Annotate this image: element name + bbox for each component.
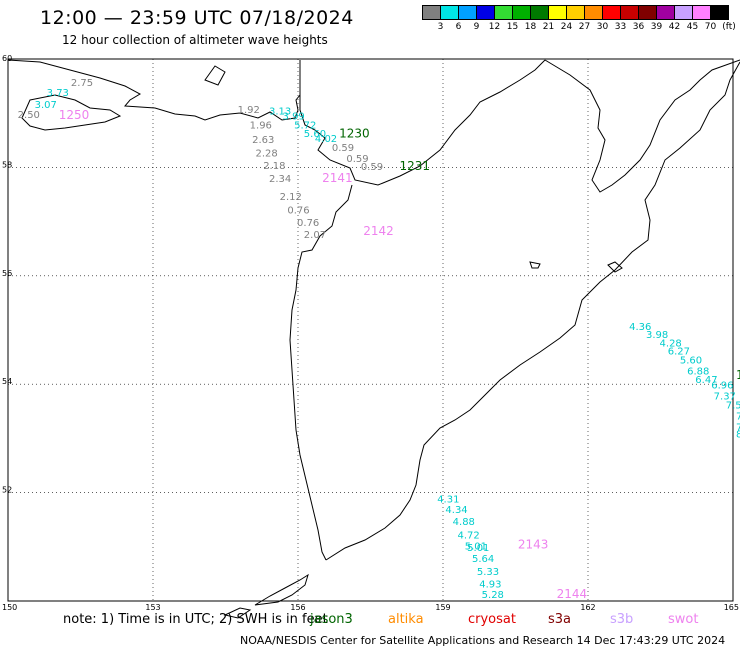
pass-time-label: 1231 [400, 159, 431, 173]
wave-height-label: 2.75 [71, 78, 93, 89]
wave-height-label: 2.63 [252, 135, 274, 146]
colorbar-label: 24 [560, 22, 573, 32]
wave-height-label: 4.34 [445, 505, 467, 516]
wave-height-label: 7.4 [736, 422, 740, 433]
colorbar-unit: (ft) [722, 22, 736, 32]
wave-height-label: 3.13 [269, 106, 291, 117]
lat-tick-label: 60 [2, 54, 12, 63]
wave-height-label: 6.88 [687, 366, 709, 377]
pass-time-label: 1230 [339, 127, 370, 141]
pass-time-label: 2142 [363, 224, 394, 238]
pass-time-label: 1250 [59, 108, 90, 122]
axis-ticks: 150 153 156 159 162 165 60 58 56 54 52 [2, 54, 739, 612]
wave-height-label: 4.31 [437, 494, 459, 505]
wave-height-label: 5.01 [465, 542, 487, 553]
wave-height-label: 1.96 [250, 120, 272, 131]
wave-height-label: 3.73 [47, 88, 69, 99]
wave-height-label: 6.27 [668, 346, 690, 357]
colorbar-label: 3 [437, 22, 444, 32]
lon-tick-label: 165 [724, 603, 739, 612]
wave-height-label: 2.18 [263, 161, 285, 172]
colorbar-label: 27 [578, 22, 591, 32]
wave-height-label: 7.16 [736, 411, 740, 422]
pass-time-label: 2143 [518, 537, 549, 551]
map-subtitle: 12 hour collection of altimeter wave hei… [62, 33, 328, 47]
satellite-legend-item: jason3 [310, 612, 353, 627]
satellite-legend-item: swot [668, 612, 699, 627]
lon-tick-label: 156 [290, 603, 305, 612]
wave-height-label: 5.60 [680, 356, 702, 367]
lat-tick-label: 58 [2, 160, 12, 169]
colorbar-label: 33 [614, 22, 627, 32]
wave-height-label: 2.12 [280, 192, 302, 203]
wave-height-label: 7.50 [726, 401, 740, 412]
wave-height-label: 3.99 [283, 112, 305, 123]
wave-height-label: 5.64 [472, 554, 494, 565]
wave-height-label: 0.76 [297, 218, 319, 229]
wave-height-label: 5.28 [482, 590, 504, 601]
colorbar-label: 21 [542, 22, 555, 32]
wave-height-label: 5.01 [467, 543, 489, 554]
wave-height-label: 4.88 [453, 517, 475, 528]
wave-height-label: 0.59 [332, 143, 354, 154]
colorbar-label: 18 [524, 22, 537, 32]
colorbar-label: 39 [650, 22, 663, 32]
wave-height-label: 5.33 [477, 567, 499, 578]
satellite-legend-item: altika [388, 612, 424, 627]
altimeter-observations: 2.753.733.072.50 1250 1.92 3.133.995.725.60… [18, 78, 740, 601]
wave-height-label: 8 [736, 429, 740, 440]
colorbar-label: 9 [473, 22, 480, 32]
colorbar-swatch [710, 5, 729, 20]
colorbar-label: 15 [506, 22, 519, 32]
wave-height-label: 3.07 [35, 100, 57, 111]
colorbar-label: 45 [686, 22, 699, 32]
wave-height-label: 4.02 [315, 134, 337, 145]
lat-tick-label: 54 [2, 377, 12, 386]
wave-height-label: 5.60 [304, 129, 326, 140]
credit-line: NOAA/NESDIS Center for Satellite Applica… [240, 634, 726, 647]
wave-height-label: 2.07 [304, 230, 326, 241]
satellite-legend-item: s3b [610, 612, 634, 627]
lat-tick-label: 56 [2, 269, 12, 278]
satellite-legend-item: cryosat [468, 612, 516, 627]
wave-height-label: 1.92 [238, 105, 260, 116]
wave-height-label: 7.37 [714, 391, 736, 402]
wave-height-label: 6.47 [695, 375, 717, 386]
colorbar-label: 70 [704, 22, 717, 32]
colorbar-label: 42 [668, 22, 681, 32]
pass-time-label: 2144 [557, 587, 588, 601]
colorbar-label: 30 [596, 22, 609, 32]
wave-height-label: 4.72 [458, 531, 480, 542]
map-frame [7, 58, 734, 602]
pass-time-label: 1232 [736, 368, 740, 382]
coastline [7, 59, 740, 619]
footer-note: note: 1) Time is in UTC; 2) SWH is in fe… [63, 612, 328, 627]
lon-tick-label: 159 [435, 603, 450, 612]
wave-height-label: 5.72 [294, 120, 316, 131]
graticule [7, 58, 734, 602]
colorbar-label: 6 [455, 22, 462, 32]
wave-height-label: 2.50 [18, 110, 40, 121]
wave-height-label: 0.59 [361, 162, 383, 173]
satellite-legend-item: s3a [548, 612, 572, 627]
colorbar-label: 12 [488, 22, 501, 32]
lat-tick-label: 52 [2, 486, 12, 495]
wave-height-label: 2.34 [269, 174, 291, 185]
wave-height-label: 6.96 [711, 381, 733, 392]
wave-height-label: 4.93 [479, 579, 501, 590]
lon-tick-label: 162 [580, 603, 595, 612]
pass-time-label: 2141 [322, 171, 353, 185]
wave-height-label: 2.28 [255, 149, 277, 160]
colorbar-label: 36 [632, 22, 645, 32]
wave-height-label: 4.28 [660, 338, 682, 349]
wave-height-label: 0.76 [287, 205, 309, 216]
wave-height-label: 4.36 [629, 322, 651, 333]
lon-tick-label: 153 [145, 603, 160, 612]
wave-height-label: 3.98 [646, 330, 668, 341]
lon-tick-label: 150 [2, 603, 17, 612]
map-title: 12:00 — 23:59 UTC 07/18/2024 [40, 7, 354, 29]
wave-height-label: 0.59 [346, 154, 368, 165]
